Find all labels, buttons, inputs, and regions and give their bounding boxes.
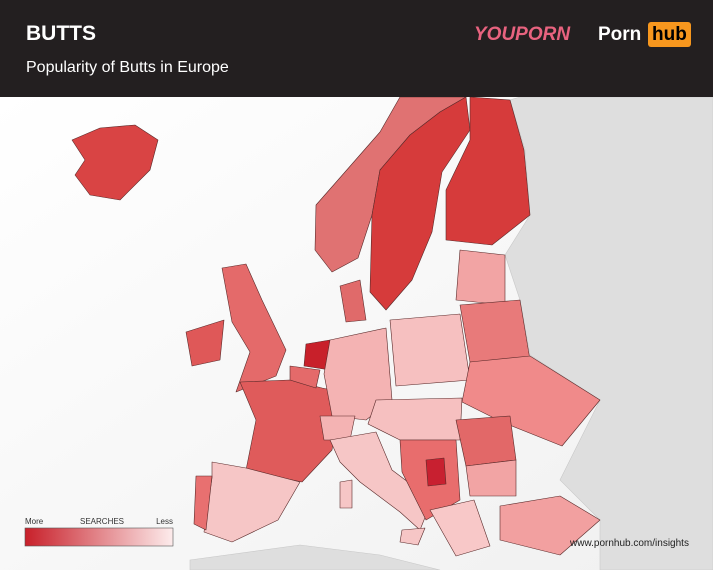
africa-coast [189, 544, 441, 570]
portugal [193, 475, 213, 531]
belarus [459, 299, 531, 363]
header-bar [0, 0, 713, 97]
sardinia [339, 479, 353, 509]
youporn-logo: YOUPORN [474, 24, 571, 45]
russia-region [504, 96, 713, 570]
countries [71, 96, 601, 557]
ireland [185, 319, 225, 367]
poland [389, 313, 471, 387]
finland [445, 96, 531, 246]
footer-url: www.pornhub.com/insights [569, 538, 689, 549]
legend-less: Less [156, 517, 173, 526]
subtitle: Popularity of Butts in Europe [26, 59, 229, 76]
iceland [71, 124, 159, 201]
romania [455, 415, 517, 467]
greece [429, 499, 491, 557]
baltics [455, 249, 506, 306]
title: BUTTS [26, 22, 96, 45]
pornhub-logo-right: hub [652, 24, 687, 45]
pornhub-logo-left: Porn [598, 24, 641, 45]
germany [323, 327, 393, 421]
sicily [399, 527, 426, 546]
legend-bar [24, 527, 174, 547]
serbia [425, 457, 447, 487]
bulgaria [465, 459, 517, 497]
turkey [499, 495, 601, 556]
legend-label: SEARCHES [80, 517, 124, 526]
sweden [369, 96, 471, 311]
legend-more: More [25, 517, 44, 526]
pornhub-logo-box [648, 22, 691, 47]
united-kingdom [221, 263, 287, 393]
belgium [289, 365, 321, 389]
denmark [339, 279, 367, 323]
background-land [189, 96, 713, 570]
